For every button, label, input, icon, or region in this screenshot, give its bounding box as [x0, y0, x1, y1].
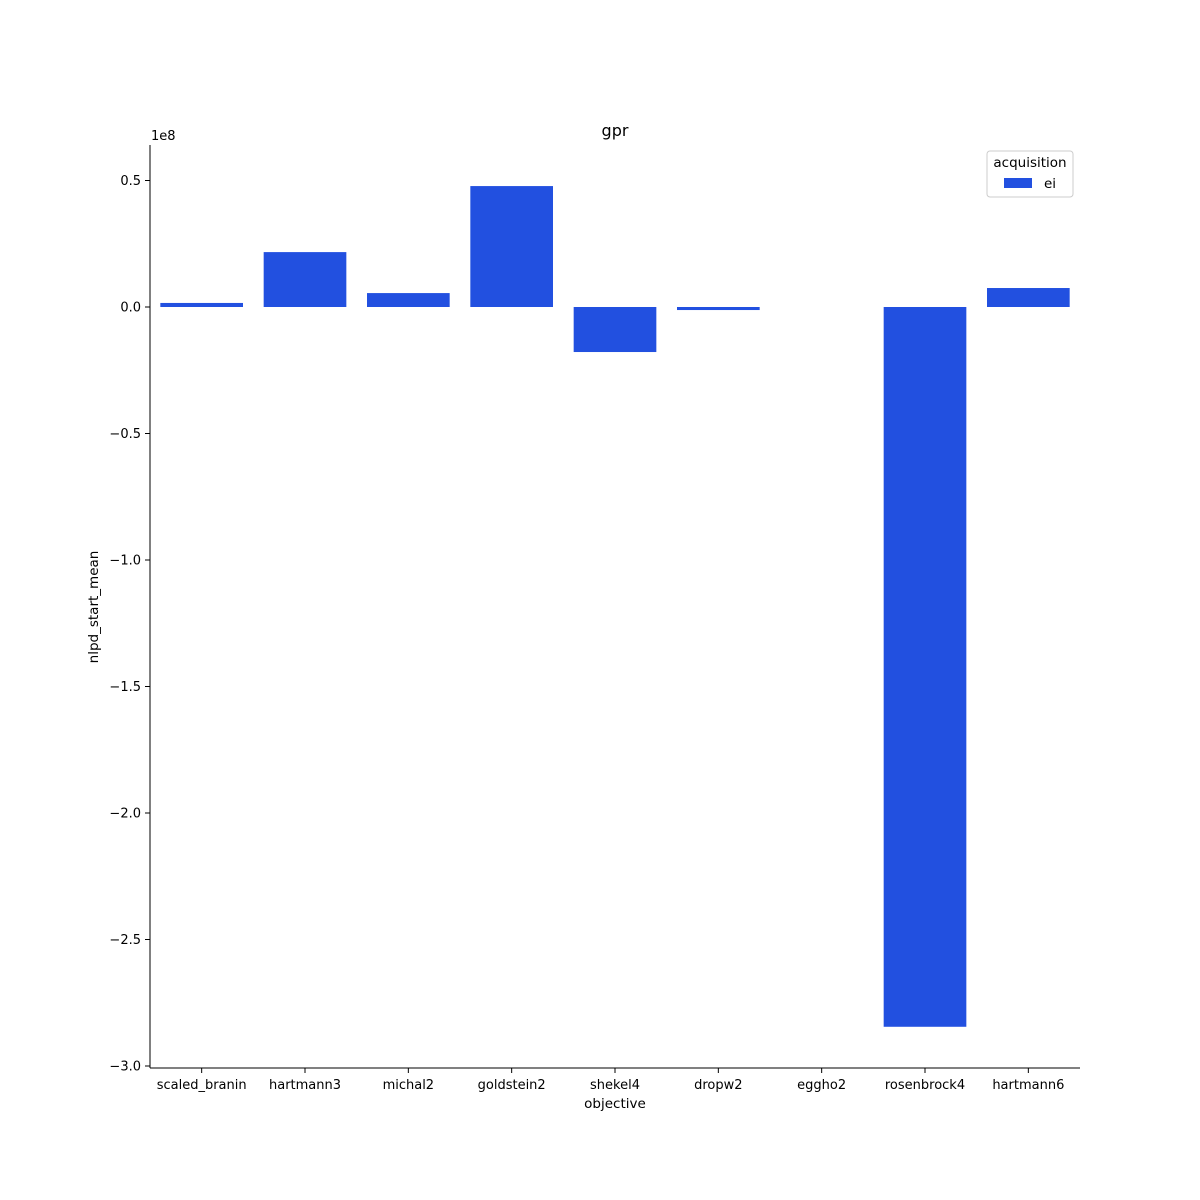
x-tick-label: dropw2 [694, 1078, 742, 1093]
x-tick-label: shekel4 [590, 1078, 640, 1093]
bars-group [160, 186, 1070, 1027]
x-tick-label: hartmann3 [269, 1078, 341, 1093]
y-tick-label: 0.5 [120, 174, 141, 189]
bar-hartmann3 [263, 252, 347, 307]
y-tick-label: −3.0 [109, 1060, 141, 1075]
bar-goldstein2 [470, 186, 553, 307]
x-tick-label: eggho2 [797, 1078, 846, 1093]
y-tick-label: −1.0 [109, 554, 141, 569]
bar-hartmann6 [987, 288, 1070, 307]
x-tick-label: michal2 [383, 1078, 435, 1093]
y-tick-label: −0.5 [109, 427, 141, 442]
x-tick-label: goldstein2 [478, 1078, 546, 1093]
bar-scaled_branin [160, 302, 243, 307]
x-tick-label: hartmann6 [992, 1078, 1064, 1093]
bar-rosenbrock4 [883, 307, 967, 1027]
y-tick-label: −2.5 [109, 933, 141, 948]
bar-dropw2 [677, 307, 760, 311]
y-tick-label: −2.0 [109, 807, 141, 822]
x-tick-label: scaled_branin [157, 1078, 247, 1093]
legend: acquisition ei [986, 150, 1074, 198]
legend-swatch [1004, 178, 1032, 188]
bar-shekel4 [573, 307, 657, 353]
legend-entry-label: ei [1044, 176, 1056, 192]
y-tick-label: 0.0 [120, 301, 141, 316]
y-axis: −3.0 −2.5 −2.0 −1.5 −1.0 −0.5 0.0 0.5 [109, 145, 151, 1075]
bar-michal2 [367, 293, 450, 307]
chart-title: gpr [602, 121, 629, 140]
y-tick-label: −1.5 [109, 680, 141, 695]
x-axis-label: objective [584, 1096, 646, 1112]
y-axis-label: nlpd_start_mean [86, 551, 102, 664]
x-tick-label: rosenbrock4 [885, 1078, 965, 1093]
x-axis: scaled_branin hartmann3 michal2 goldstein2 s… [150, 1067, 1080, 1093]
legend-title: acquisition [993, 155, 1066, 171]
y-offset-label: 1e8 [151, 129, 176, 144]
